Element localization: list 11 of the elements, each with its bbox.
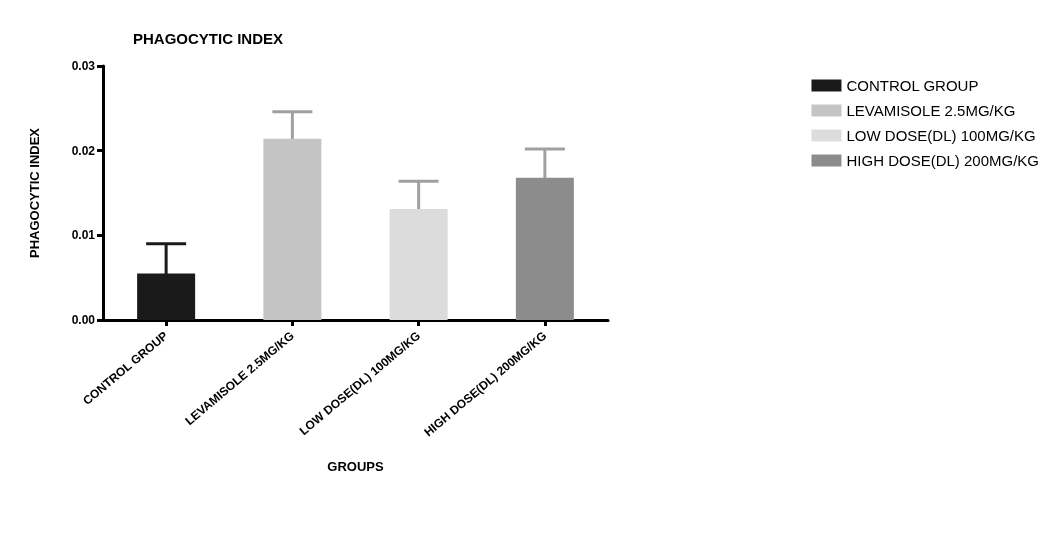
legend-label: CONTROL GROUP: [846, 77, 979, 94]
y-tick-label: 0.00: [71, 313, 96, 327]
y-tick-label: 0.02: [71, 143, 96, 158]
legend-label: LEVAMISOLE 2.5MG/KG: [846, 102, 1016, 119]
chart-title: PHAGOCYTIC INDEX: [133, 30, 284, 47]
y-tick-label: 0.03: [71, 59, 96, 73]
y-tick-label: 0.01: [71, 228, 96, 243]
legend-label: LOW DOSE(DL) 100MG/KG: [846, 127, 1036, 144]
x-axis-title: GROUPS: [327, 459, 384, 474]
legend-label: HIGH DOSE(DL) 200MG/KG: [846, 152, 1040, 169]
y-axis-title: PHAGOCYTIC INDEX: [27, 127, 42, 259]
